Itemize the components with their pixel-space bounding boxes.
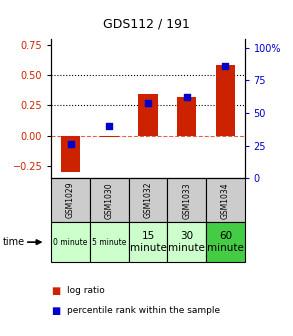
Text: GSM1034: GSM1034 (221, 182, 230, 218)
Text: ■: ■ (51, 286, 61, 296)
Bar (90, 222, 129, 262)
Text: 5 minute: 5 minute (92, 238, 127, 247)
Bar (100, 136, 119, 137)
Bar (129, 222, 167, 262)
Text: GSM1033: GSM1033 (182, 182, 191, 218)
Point (223, 64, 228, 69)
Text: GSM1029: GSM1029 (66, 182, 75, 218)
Bar (167, 222, 206, 262)
Bar (177, 97, 196, 136)
Bar (90, 178, 129, 222)
Bar (206, 178, 245, 222)
Bar (206, 222, 245, 262)
Point (68, 142, 73, 147)
Bar (138, 94, 158, 136)
Text: 30
minute: 30 minute (168, 231, 205, 253)
Bar (167, 178, 206, 222)
Text: GDS112 / 191: GDS112 / 191 (103, 17, 190, 30)
Bar (51, 222, 90, 262)
Text: 60
minute: 60 minute (207, 231, 244, 253)
Bar (51, 178, 90, 222)
Point (146, 100, 150, 105)
Bar (129, 178, 167, 222)
Bar (61, 136, 80, 172)
Point (184, 95, 189, 100)
Point (107, 123, 112, 129)
Text: GSM1032: GSM1032 (144, 182, 152, 218)
Text: time: time (3, 237, 25, 247)
Text: log ratio: log ratio (67, 286, 105, 295)
Bar (216, 66, 235, 136)
Text: percentile rank within the sample: percentile rank within the sample (67, 306, 221, 315)
Text: 0 minute: 0 minute (53, 238, 88, 247)
Text: ■: ■ (51, 306, 61, 316)
Text: 15
minute: 15 minute (130, 231, 166, 253)
Text: GSM1030: GSM1030 (105, 182, 114, 218)
